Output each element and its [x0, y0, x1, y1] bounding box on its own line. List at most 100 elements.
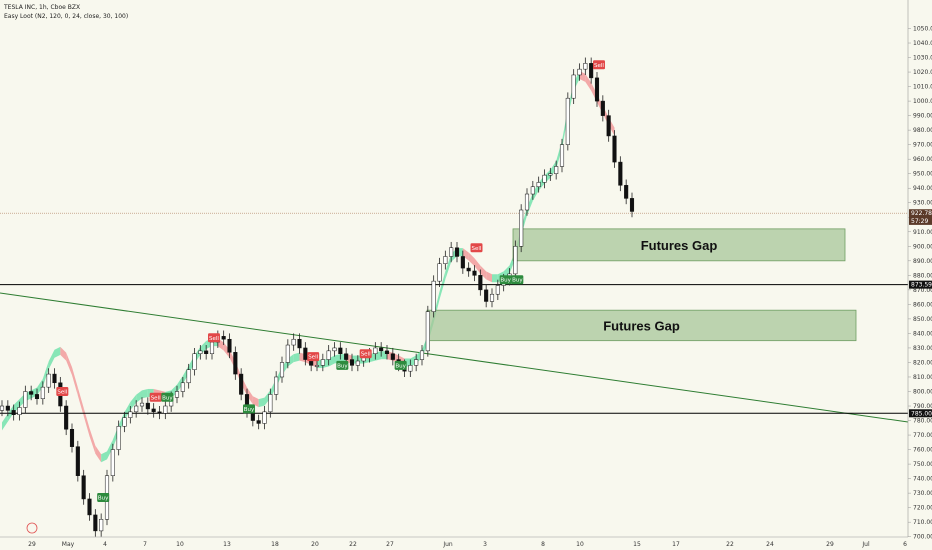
candle-body[interactable] — [11, 410, 16, 415]
candle-body[interactable] — [344, 353, 349, 360]
candle-body[interactable] — [431, 280, 436, 312]
candle-body[interactable] — [23, 391, 28, 408]
candle-body[interactable] — [268, 394, 273, 413]
candle-body[interactable] — [577, 68, 582, 76]
candle-body[interactable] — [116, 426, 121, 450]
candle-body[interactable] — [262, 411, 267, 424]
candle-body[interactable] — [548, 173, 553, 176]
candle-body[interactable] — [618, 161, 623, 186]
candle-body[interactable] — [606, 115, 611, 137]
candle-body[interactable] — [87, 498, 92, 516]
candle-body[interactable] — [221, 336, 226, 340]
candle-body[interactable] — [524, 193, 530, 211]
sell-signal[interactable]: Sell — [307, 352, 320, 362]
candle-body[interactable] — [110, 449, 115, 476]
earnings-marker[interactable] — [26, 522, 38, 534]
candle-body[interactable] — [373, 347, 378, 354]
candle-body[interactable] — [303, 347, 308, 360]
candle-body[interactable] — [291, 338, 296, 346]
candle-body[interactable] — [565, 97, 570, 145]
candle-body[interactable] — [297, 338, 302, 349]
buy-signal[interactable]: Buy — [511, 275, 523, 285]
candle-body[interactable] — [332, 347, 337, 352]
candle-body[interactable] — [256, 420, 261, 424]
candle-body[interactable] — [449, 247, 454, 257]
candle-body[interactable] — [314, 365, 320, 367]
candle-body[interactable] — [600, 100, 605, 116]
candle-body[interactable] — [536, 182, 541, 188]
candle-body[interactable] — [75, 446, 80, 476]
candle-body[interactable] — [519, 209, 524, 247]
candle-body[interactable] — [489, 293, 495, 302]
sell-signal[interactable]: Sell — [208, 333, 220, 343]
candle-body[interactable] — [285, 344, 290, 363]
candle-body[interactable] — [99, 519, 104, 532]
candle-body[interactable] — [419, 350, 425, 360]
candle-body[interactable] — [460, 256, 465, 269]
candle-body[interactable] — [122, 417, 127, 427]
candle-body[interactable] — [64, 405, 69, 430]
candle-body[interactable] — [40, 386, 45, 400]
candle-body[interactable] — [326, 350, 331, 360]
candle-body[interactable] — [186, 369, 191, 384]
candle-body[interactable] — [128, 411, 133, 418]
futures-gap-zone[interactable] — [426, 309, 857, 342]
buy-signal[interactable]: Buy — [243, 404, 255, 414]
sell-signal[interactable]: Sell — [149, 392, 162, 402]
candle-body[interactable] — [69, 429, 75, 447]
buy-signal[interactable]: Buy — [336, 360, 348, 370]
candle-body[interactable] — [583, 63, 588, 70]
candle-body[interactable] — [554, 166, 559, 174]
candle-body[interactable] — [239, 373, 244, 395]
candle-body[interactable] — [594, 77, 600, 102]
candle-body[interactable] — [466, 267, 471, 272]
sell-signal[interactable]: Sell — [56, 387, 69, 396]
candle-body[interactable] — [384, 350, 390, 354]
candle-body[interactable] — [192, 353, 197, 370]
sell-signal[interactable]: Sell — [359, 349, 372, 359]
candle-body[interactable] — [624, 185, 629, 199]
candle-body[interactable] — [414, 359, 419, 366]
candle-body[interactable] — [279, 362, 285, 378]
candle-body[interactable] — [174, 391, 180, 398]
candle-body[interactable] — [472, 270, 477, 276]
candle-body[interactable] — [379, 347, 384, 352]
candle-body[interactable] — [5, 405, 10, 411]
candle-body[interactable] — [425, 311, 430, 352]
candle-body[interactable] — [157, 411, 162, 414]
candle-body[interactable] — [559, 144, 565, 167]
candle-body[interactable] — [151, 408, 156, 413]
candle-body[interactable] — [274, 376, 279, 395]
candle-body[interactable] — [437, 263, 442, 282]
candle-body[interactable] — [227, 338, 232, 353]
candle-body[interactable] — [46, 373, 51, 388]
buy-signal[interactable]: Buy — [161, 392, 173, 402]
candle-body[interactable] — [52, 373, 57, 384]
candle-body[interactable] — [349, 359, 355, 366]
candle-body[interactable] — [443, 256, 448, 264]
candle-body[interactable] — [612, 135, 617, 163]
candle-body[interactable] — [571, 74, 576, 99]
candle-body[interactable] — [338, 347, 343, 354]
candle-body[interactable] — [93, 514, 98, 532]
buy-signal[interactable]: Buy — [394, 360, 407, 370]
sell-signal[interactable]: Sell — [470, 243, 483, 253]
candle-body[interactable] — [198, 350, 203, 354]
candle-body[interactable] — [180, 382, 185, 392]
candle-body[interactable] — [390, 353, 395, 360]
candle-body[interactable] — [209, 341, 215, 354]
candle-body[interactable] — [454, 247, 460, 257]
candle-body[interactable] — [589, 63, 594, 79]
candle-body[interactable] — [29, 391, 34, 395]
candle-body[interactable] — [478, 275, 483, 291]
candle-body[interactable] — [542, 174, 547, 183]
candle-body[interactable] — [408, 365, 413, 372]
candle-body[interactable] — [204, 350, 209, 354]
candle-body[interactable] — [513, 246, 518, 275]
candle-body[interactable] — [145, 402, 150, 410]
candle-body[interactable] — [81, 475, 86, 500]
candle-body[interactable] — [163, 405, 168, 414]
futures-gap-zone[interactable] — [512, 228, 846, 262]
candle-body[interactable] — [320, 359, 325, 366]
